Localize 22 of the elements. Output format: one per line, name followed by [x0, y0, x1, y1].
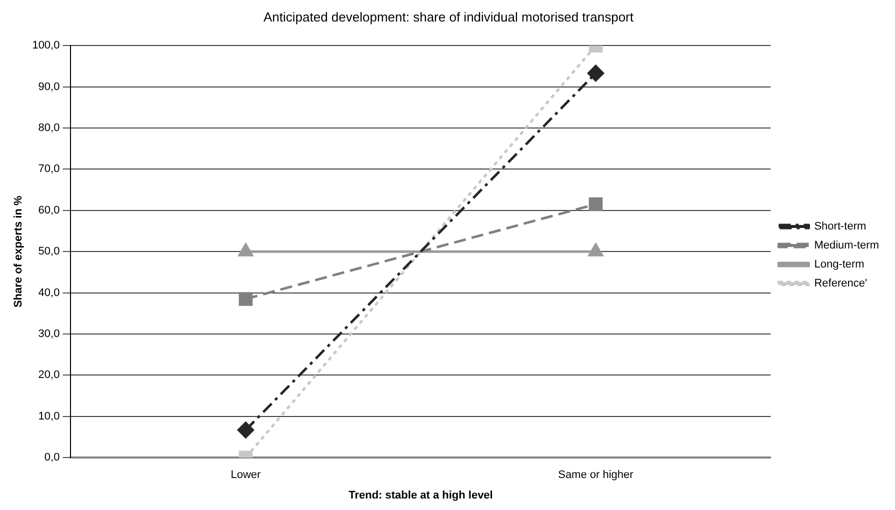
- chart-title: Anticipated development: share of individual motorised transport: [264, 9, 634, 24]
- y-tick-label: 0,0: [44, 452, 60, 464]
- legend-label: Long-term: [814, 258, 864, 271]
- y-tick-label: 100,0: [32, 40, 60, 52]
- y-tick-label: 10,0: [38, 410, 60, 422]
- y-tick-label: 80,0: [38, 122, 60, 134]
- y-tick-label: 50,0: [38, 246, 60, 258]
- legend-label: Short-term: [814, 220, 866, 233]
- legend-label: Reference': [814, 278, 868, 290]
- point: [588, 197, 603, 212]
- y-tick-label: 40,0: [38, 286, 60, 299]
- point: [587, 64, 604, 82]
- y-tick-label: 30,0: [38, 328, 60, 340]
- y-tick-label: 20,0: [38, 369, 60, 382]
- y-tick-label: 90,0: [38, 80, 60, 93]
- x-tick-label: Lower: [230, 469, 262, 482]
- y-tick-label: 60,0: [38, 204, 60, 216]
- y-tick-label: 70,0: [38, 163, 60, 176]
- legend-label: Medium-term: [814, 240, 880, 252]
- x-axis-title: Trend: stable at a high level: [348, 489, 493, 502]
- y-axis-title: Share of experts in %: [12, 195, 25, 308]
- x-tick-label: Same or higher: [558, 469, 634, 482]
